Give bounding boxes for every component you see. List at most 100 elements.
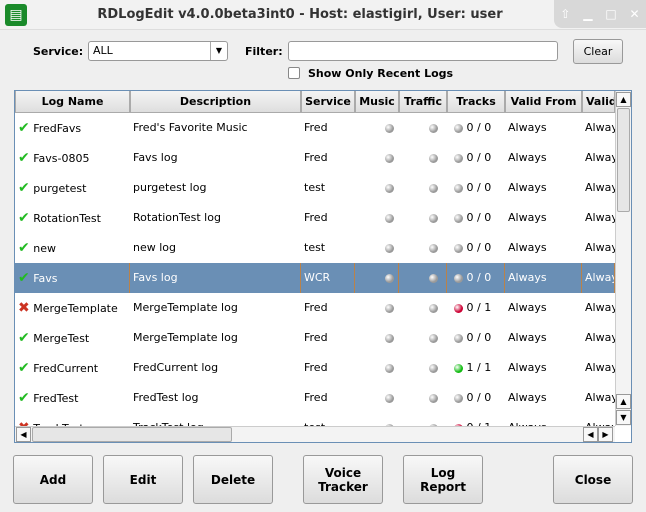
table-cell <box>355 413 399 426</box>
close-button[interactable]: Close <box>553 455 633 504</box>
vertical-scroll-thumb[interactable] <box>617 108 630 212</box>
table-row[interactable]: ✔ purgetest purgetest log test 0 / 0 Always… <box>15 173 615 203</box>
traffic-status-icon <box>429 153 438 163</box>
table-cell: Always <box>505 233 582 263</box>
music-status-icon <box>385 153 394 163</box>
table-cell: ✔ MergeTest <box>15 323 130 353</box>
log-valid-to: Always <box>585 271 614 284</box>
log-tracks: 0 / 1 <box>467 421 492 426</box>
log-name: RotationTest <box>33 212 101 225</box>
table-cell: Always <box>505 263 582 293</box>
log-tracks: 0 / 0 <box>466 241 492 254</box>
close-icon[interactable]: ✕ <box>629 7 640 21</box>
table-cell <box>399 143 447 173</box>
app-icon: ▤ <box>5 4 27 26</box>
voice-tracker-button[interactable]: Voice Tracker <box>303 455 383 504</box>
table-row[interactable]: ✔ MergeTest MergeTemplate log Fred 0 / 0 Al… <box>15 323 615 353</box>
log-report-button[interactable]: Log Report <box>403 455 483 504</box>
table-cell: Always <box>582 293 615 323</box>
scroll-left-icon[interactable]: ◀ <box>583 427 598 442</box>
scroll-right-icon[interactable]: ▶ <box>598 427 613 442</box>
table-row[interactable]: ✔ FredFavs Fred's Favorite Music Fred 0 / … <box>15 113 615 143</box>
table-cell: 0 / 0 <box>447 383 505 413</box>
delete-button[interactable]: Delete <box>193 455 273 504</box>
tracks-status-icon <box>454 363 463 373</box>
scroll-up-icon[interactable]: ▲ <box>616 92 631 107</box>
horizontal-scroll-thumb[interactable] <box>32 427 232 442</box>
filter-input[interactable] <box>288 41 558 61</box>
tracks-status-icon <box>454 393 463 403</box>
col-service[interactable]: Service <box>301 91 355 113</box>
log-valid-from: Always <box>508 271 547 284</box>
table-cell <box>399 323 447 353</box>
table-cell: 1 / 1 <box>447 353 505 383</box>
traffic-status-icon <box>429 393 438 403</box>
table-row[interactable]: ✔ FredTest FredTest log Fred 0 / 0 Always Al… <box>15 383 615 413</box>
scroll-up-icon[interactable]: ▲ <box>616 394 631 409</box>
table-cell: Always <box>582 143 615 173</box>
up-arrow-icon[interactable]: ⇧ <box>560 7 571 21</box>
table-cell: Always <box>582 113 615 143</box>
table-cell: Always <box>582 413 615 426</box>
check-icon: ✔ <box>18 330 30 346</box>
table-cell <box>399 203 447 233</box>
col-log-name[interactable]: Log Name <box>15 91 130 113</box>
edit-button[interactable]: Edit <box>103 455 183 504</box>
table-cell: 0 / 0 <box>447 173 505 203</box>
recent-logs-checkbox[interactable] <box>288 67 300 79</box>
log-valid-from: Always <box>508 301 547 314</box>
service-value: ALL <box>93 44 113 57</box>
table-cell <box>399 413 447 426</box>
log-valid-to: Always <box>585 181 615 194</box>
log-tracks: 1 / 1 <box>466 361 492 374</box>
table-cell: Always <box>505 173 582 203</box>
log-tracks: 0 / 0 <box>466 391 492 404</box>
log-description: FredTest log <box>133 391 199 404</box>
table-cell: test <box>301 233 355 263</box>
window-title: RDLogEdit v4.0.0beta3int0 - Host: elasti… <box>97 7 503 22</box>
vertical-scrollbar[interactable]: ▲ ▲ ▼ <box>615 91 631 426</box>
scroll-down-icon[interactable]: ▼ <box>616 410 631 425</box>
table-cell: 0 / 0 <box>447 263 505 293</box>
table-cell: Favs log <box>130 143 301 173</box>
log-valid-to: Always <box>585 121 615 134</box>
tracks-status-icon <box>454 243 463 253</box>
log-tracks: 0 / 0 <box>466 181 492 194</box>
table-row[interactable]: ✖ MergeTemplate MergeTemplate log Fred 0 /… <box>15 293 615 323</box>
log-name: MergeTemplate <box>33 302 118 315</box>
log-name: purgetest <box>33 182 87 195</box>
table-cell: ✔ RotationTest <box>15 203 130 233</box>
minimize-icon[interactable]: ▁ <box>583 7 593 21</box>
col-valid-to[interactable]: Valid <box>582 91 615 113</box>
table-cell: ✔ new <box>15 233 130 263</box>
col-tracks[interactable]: Tracks <box>447 91 505 113</box>
table-cell <box>355 383 399 413</box>
table-cell <box>355 113 399 143</box>
col-traffic[interactable]: Traffic <box>399 91 447 113</box>
horizontal-scrollbar[interactable]: ◀ ◀ ▶ <box>15 426 615 442</box>
error-x-icon: ✖ <box>18 300 30 316</box>
maximize-icon[interactable]: □ <box>605 7 617 21</box>
col-description[interactable]: Description <box>130 91 301 113</box>
table-cell: ✔ Favs-0805 <box>15 143 130 173</box>
clear-button[interactable]: Clear <box>573 39 623 64</box>
table-cell: Fred <box>301 353 355 383</box>
table-cell: 0 / 0 <box>447 323 505 353</box>
service-select[interactable]: ALL ▼ <box>88 41 228 61</box>
table-row[interactable]: ✔ FredCurrent FredCurrent log Fred 1 / 1 Al… <box>15 353 615 383</box>
col-valid-from[interactable]: Valid From <box>505 91 582 113</box>
tracks-status-icon <box>454 183 463 193</box>
table-cell: MergeTemplate log <box>130 293 301 323</box>
add-button[interactable]: Add <box>13 455 93 504</box>
log-name: MergeTest <box>33 332 90 345</box>
col-music[interactable]: Music <box>355 91 399 113</box>
table-row[interactable]: ✔ RotationTest RotationTest log Fred 0 / 0… <box>15 203 615 233</box>
table-cell: Always <box>505 203 582 233</box>
log-description: Favs log <box>133 271 178 284</box>
scroll-left-icon[interactable]: ◀ <box>16 427 31 442</box>
table-cell: WCR <box>301 263 355 293</box>
